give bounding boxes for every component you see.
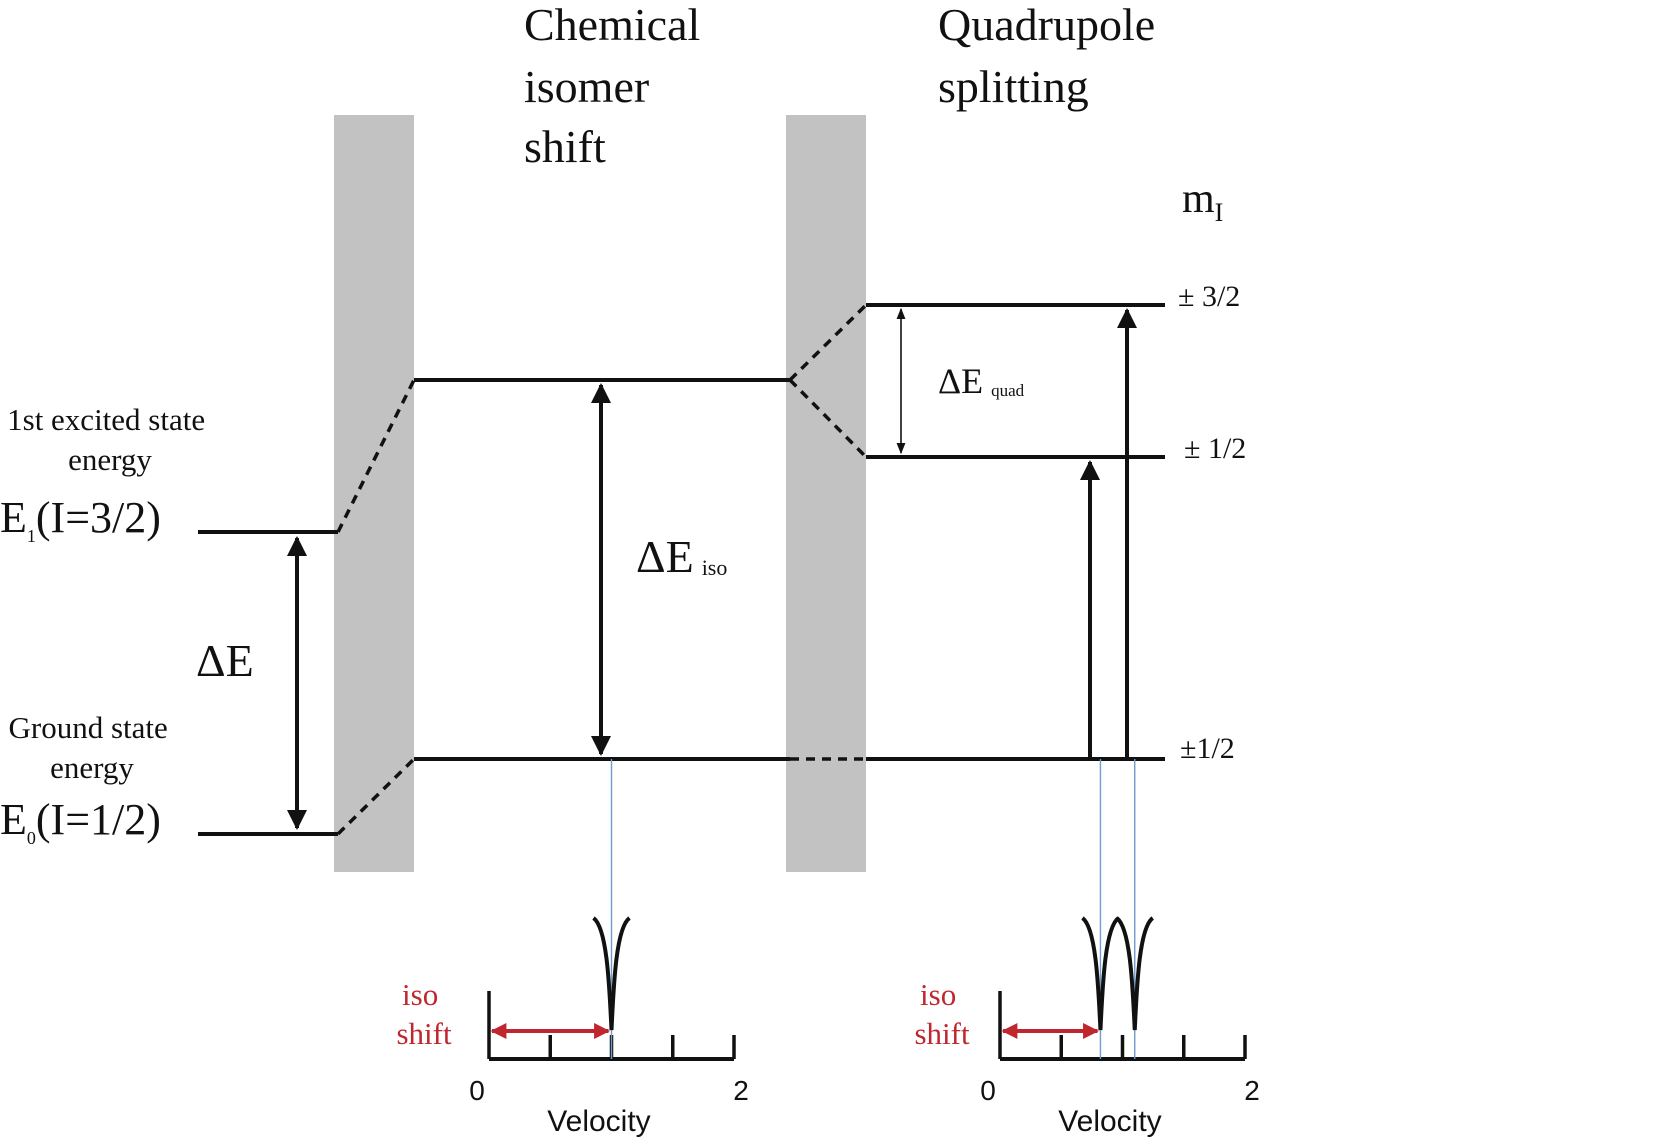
connector-split-down xyxy=(788,378,868,459)
delta-e-quad-label: ΔE quad xyxy=(938,361,1025,401)
m-i-label: mI xyxy=(1182,176,1223,227)
quad-spectrum: iso shift 0 2 Velocity xyxy=(914,759,1260,1137)
connector-excited-left xyxy=(336,379,416,533)
connector-ground-left xyxy=(336,757,416,836)
ground-state-symbol: E0(I=1/2) xyxy=(0,795,161,848)
heading-chemical-isomer-shift: Chemical isomer shift xyxy=(524,0,712,172)
absorption-dip xyxy=(592,916,631,1031)
m-value-3-2: ± 3/2 xyxy=(1178,280,1240,313)
excited-state-caption: 1st excited state energy xyxy=(7,402,213,477)
m-value-ground-1-2: ±1/2 xyxy=(1180,732,1235,765)
heading-quadrupole-splitting: Quadrupole splitting xyxy=(938,0,1167,112)
iso-shift-spectrum: iso shift 0 2 Velocity xyxy=(396,759,749,1137)
velocity-tick-label-2: 2 xyxy=(733,1075,749,1106)
delta-e-label: ΔE xyxy=(196,635,254,686)
velocity-tick-label-0: 0 xyxy=(980,1075,996,1106)
absorption-dip xyxy=(1080,916,1120,1031)
velocity-tick-label-2: 2 xyxy=(1244,1075,1260,1106)
absorption-dip xyxy=(1115,916,1155,1031)
velocity-tick-label-0: 0 xyxy=(469,1075,485,1106)
delta-e-iso-label: ΔE iso xyxy=(636,531,727,582)
separator-panel-left xyxy=(334,115,414,872)
separator-panel-right xyxy=(786,115,866,872)
connector-split-up xyxy=(788,303,868,382)
velocity-axis-label: Velocity xyxy=(1058,1105,1161,1137)
m-value-1-2: ± 1/2 xyxy=(1184,432,1246,465)
ground-state-caption: Ground state energy xyxy=(8,710,175,785)
iso-shift-label: iso shift xyxy=(396,977,452,1051)
iso-shift-label: iso shift xyxy=(914,977,970,1051)
velocity-axis-label: Velocity xyxy=(547,1105,650,1137)
excited-state-symbol: E1(I=3/2) xyxy=(0,493,161,546)
